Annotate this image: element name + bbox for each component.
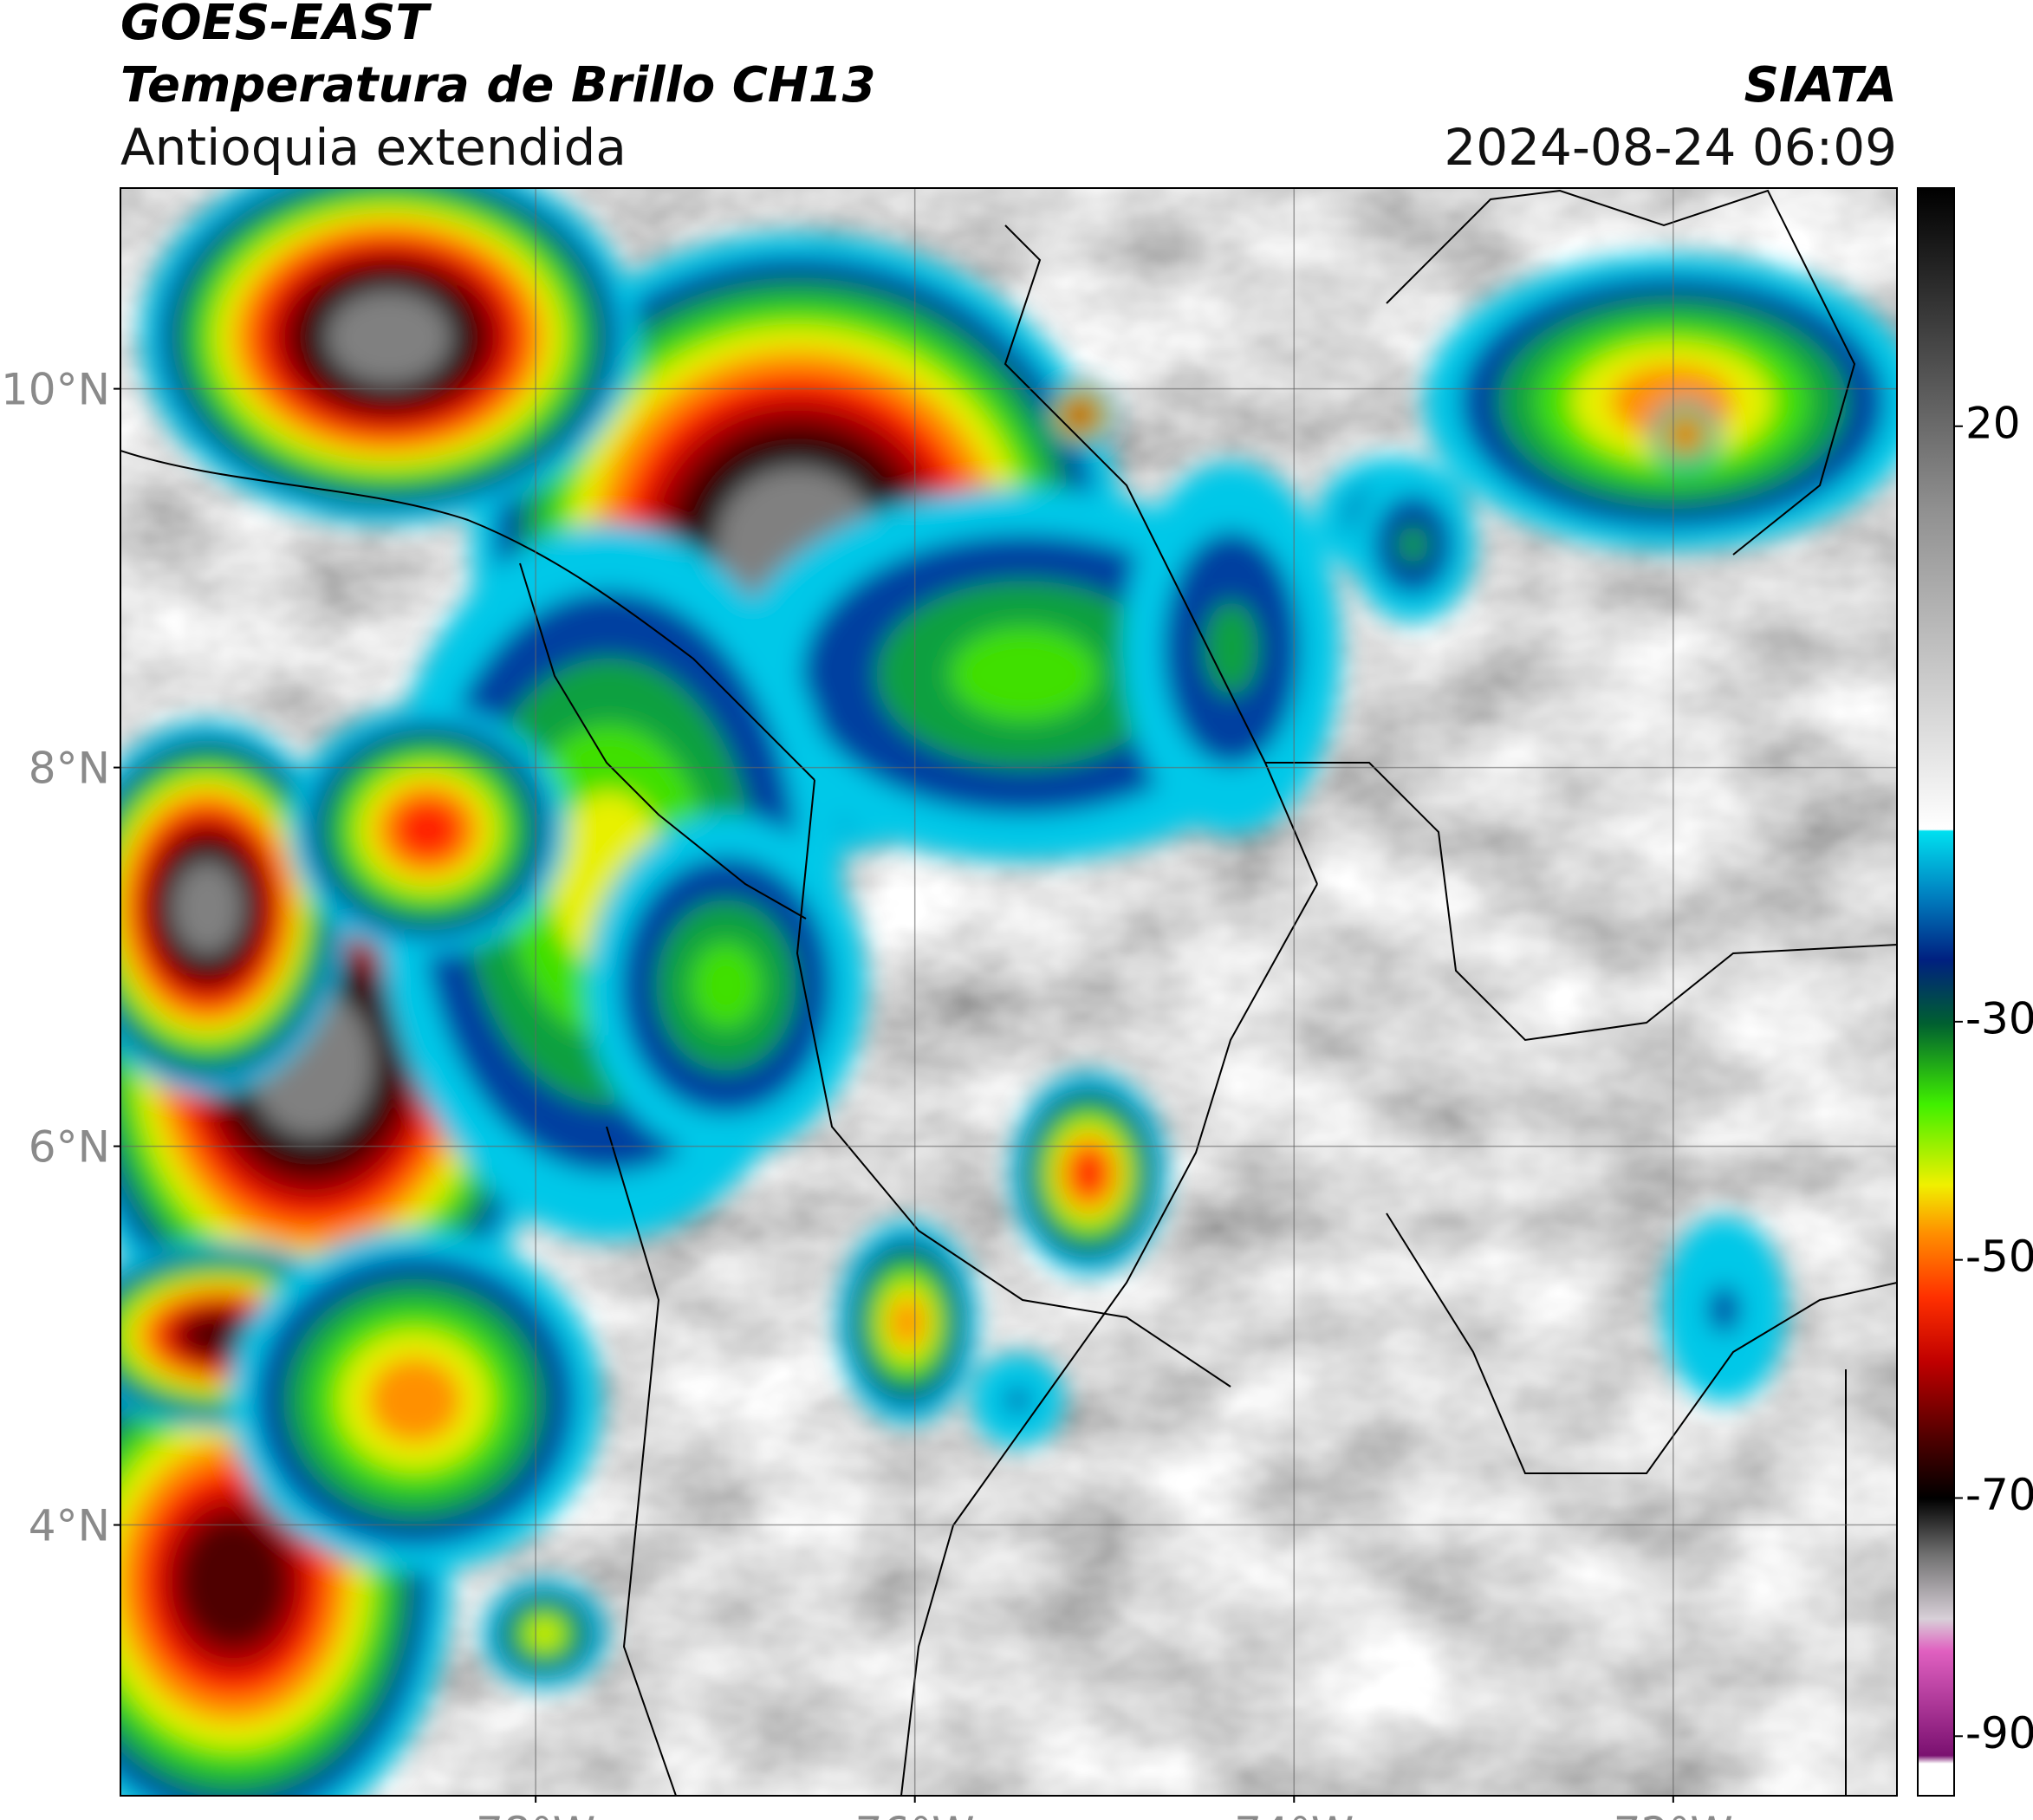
lon-tick-label: 74°W (1234, 1808, 1354, 1820)
storm-layer (950, 627, 1099, 721)
storm-layer (1204, 601, 1259, 695)
map-image (120, 188, 1897, 1796)
storm-layer (1676, 426, 1694, 444)
agency-label: SIATA (1744, 57, 1897, 114)
storm-layer (1397, 524, 1429, 564)
lat-tick-label: 10°N (1, 365, 110, 415)
lat-tick-label: 6°N (29, 1122, 110, 1173)
colorbar (1917, 187, 1955, 1797)
lon-tick-label: 78°W (476, 1808, 595, 1820)
map-frame (120, 187, 1898, 1797)
storm-layer (890, 1297, 926, 1349)
storm-layer (529, 1620, 561, 1648)
colorbar-tick-label: -70 (1965, 1470, 2033, 1520)
colorbar-tick-label: -90 (1965, 1708, 2033, 1758)
storm-layer (393, 798, 464, 861)
storm-layer (172, 861, 243, 955)
borders (120, 189, 1897, 1796)
storm-layer (326, 290, 451, 384)
storm-layer (1005, 1388, 1029, 1413)
satellite-title: GOES-EAST (120, 0, 432, 51)
colorbar-tick-label: -30 (1965, 993, 2033, 1043)
storm-layer (691, 942, 762, 1029)
lat-tick-label: 8°N (29, 744, 110, 794)
grid (120, 188, 1897, 1796)
colorbar-tick-label: -50 (1965, 1232, 2033, 1282)
colorbar-tick-label: 20 (1965, 398, 2021, 448)
storm-layer (1069, 1147, 1109, 1199)
lon-tick-label: 72°W (1614, 1808, 1733, 1820)
lon-tick-label: 76°W (855, 1808, 975, 1820)
storm-layer (1708, 1286, 1740, 1333)
datetime-label: 2024-08-24 06:09 (1444, 118, 1897, 177)
lat-tick-label: 4°N (29, 1501, 110, 1551)
region-subtitle: Antioquia extendida (120, 118, 627, 177)
storm-layer (179, 1515, 289, 1648)
storm-layer (367, 1357, 462, 1444)
storm-layer (1071, 406, 1089, 424)
storm-cells (120, 188, 1897, 1796)
product-title: Temperatura de Brillo CH13 (120, 57, 876, 114)
